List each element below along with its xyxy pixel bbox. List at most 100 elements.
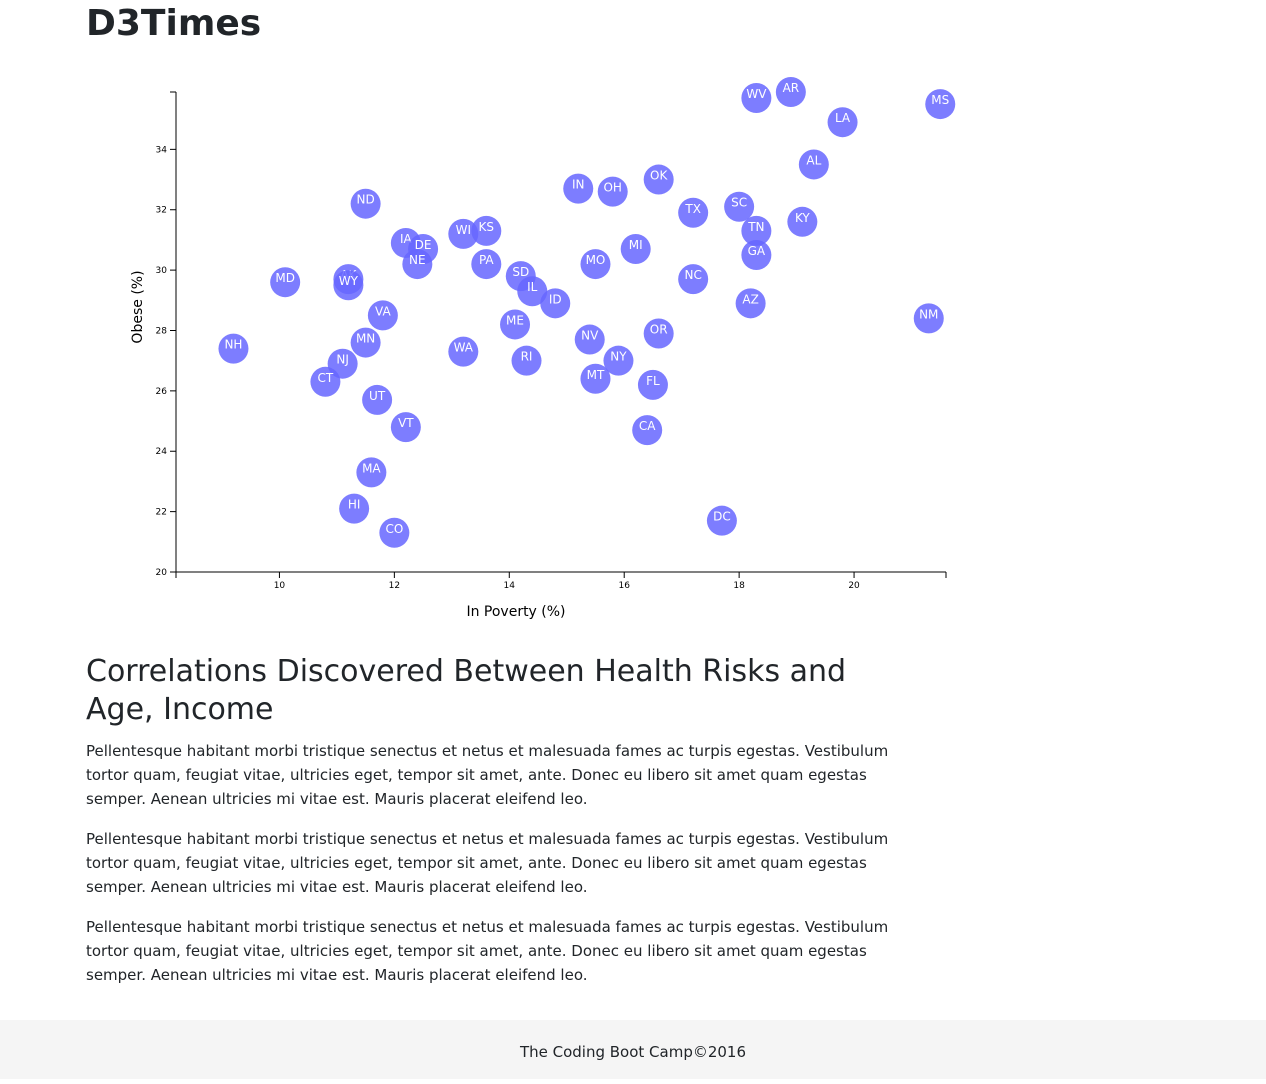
state-point-ar [775, 77, 806, 107]
state-label-sc: SC [731, 196, 747, 210]
article-paragraph-2: Pellentesque habitant morbi tristique se… [86, 830, 889, 896]
state-point-nh [218, 333, 249, 364]
state-point-nc [678, 264, 709, 295]
y-axis-label: Obese (%) [130, 270, 146, 343]
state-point-md [270, 267, 301, 298]
state-label-oh: OH [603, 181, 621, 195]
state-point-in [563, 173, 594, 204]
state-point-dc [706, 505, 737, 536]
state-label-sd: SD [512, 265, 529, 279]
state-point-or [643, 318, 674, 349]
state-point-ca [632, 415, 663, 446]
state-point-ri [511, 345, 542, 376]
state-point-wa [448, 336, 479, 367]
state-label-hi: HI [348, 498, 361, 512]
scatter-plot: 20 22 24 26 28 30 32 34 10 12 14 16 18 20 In Poverty (… [130, 77, 956, 620]
y-tick-label: 34 [156, 145, 168, 155]
state-label-dc: DC [713, 510, 731, 524]
state-point-mi [620, 233, 651, 264]
state-label-ky: KY [795, 211, 810, 225]
state-point-ne [402, 249, 433, 280]
state-point-wv [741, 83, 772, 114]
state-point-ms [925, 89, 956, 120]
state-label-ri: RI [521, 350, 533, 364]
state-label-ks: KS [479, 220, 495, 234]
y-tick-label: 30 [156, 266, 168, 276]
state-point-nv [574, 324, 605, 355]
state-point-al [798, 149, 829, 180]
state-point-pa [471, 249, 502, 280]
state-label-pa: PA [479, 253, 494, 267]
state-label-mt: MT [587, 368, 605, 382]
state-point-oh [597, 176, 628, 207]
state-label-wy: WY [339, 274, 359, 288]
state-label-ne: NE [409, 253, 426, 267]
state-label-ca: CA [639, 419, 656, 433]
state-label-nm: NM [919, 307, 938, 321]
state-label-nd: ND [357, 193, 375, 207]
state-point-wy [333, 270, 364, 301]
state-label-wa: WA [454, 341, 474, 355]
y-tick-label: 26 [156, 387, 168, 397]
state-point-mn [350, 327, 381, 358]
state-label-il: IL [527, 280, 538, 294]
x-tick-label: 14 [504, 581, 516, 591]
x-tick-label: 18 [733, 581, 745, 591]
state-label-ok: OK [650, 169, 668, 183]
state-label-tn: TN [747, 220, 764, 234]
state-label-ma: MA [362, 461, 381, 475]
state-point-ks [471, 215, 502, 246]
state-label-ia: IA [400, 232, 413, 246]
state-point-ok [643, 164, 674, 195]
state-label-tx: TX [684, 202, 701, 216]
state-label-nj: NJ [336, 353, 349, 367]
state-label-in: IN [572, 178, 585, 192]
state-point-ma [356, 457, 387, 488]
state-point-tn [741, 215, 772, 246]
state-point-mt [580, 363, 611, 394]
state-label-id: ID [549, 292, 562, 306]
state-label-ga: GA [748, 244, 766, 258]
state-label-al: AL [806, 153, 821, 167]
x-axis-label: In Poverty (%) [466, 604, 565, 620]
state-label-az: AZ [742, 292, 758, 306]
x-tick-label: 10 [274, 581, 286, 591]
state-point-ga [741, 240, 772, 271]
page-title: D3Times [86, 3, 262, 44]
state-point-ny [603, 345, 634, 376]
state-point-id [540, 288, 571, 319]
state-point-co [379, 517, 410, 548]
y-tick-label: 28 [156, 326, 168, 336]
state-label-ut: UT [369, 389, 386, 403]
article-paragraph-3: Pellentesque habitant morbi tristique se… [86, 918, 889, 984]
state-point-la [827, 107, 858, 138]
state-label-wi: WI [456, 223, 471, 237]
state-point-ky [787, 206, 818, 237]
state-label-mi: MI [629, 238, 643, 252]
state-label-md: MD [275, 271, 295, 285]
state-point-va [367, 300, 398, 331]
x-tick-label: 12 [389, 581, 400, 591]
state-point-ct [310, 366, 341, 397]
footer-text: The Coding Boot Camp©2016 [519, 1043, 747, 1061]
state-label-vt: VT [398, 416, 414, 430]
state-point-il [517, 276, 548, 307]
state-label-nc: NC [684, 268, 701, 282]
y-tick-label: 24 [156, 447, 168, 457]
state-point-me [500, 309, 531, 340]
state-label-va: VA [375, 304, 391, 318]
y-tick-label: 32 [156, 206, 167, 216]
state-point-tx [678, 197, 709, 228]
article: Correlations Discovered Between Health R… [86, 653, 906, 1003]
state-label-mo: MO [586, 253, 606, 267]
state-label-mn: MN [356, 332, 375, 346]
y-tick-label: 22 [156, 508, 167, 518]
state-label-wv: WV [746, 87, 767, 101]
state-point-mo [580, 249, 611, 280]
state-point-wi [448, 218, 479, 249]
state-point-hi [339, 493, 370, 524]
state-label-fl: FL [646, 374, 660, 388]
footer: The Coding Boot Camp©2016 [0, 1020, 1266, 1079]
x-tick-label: 16 [618, 581, 630, 591]
state-point-fl [637, 369, 668, 400]
